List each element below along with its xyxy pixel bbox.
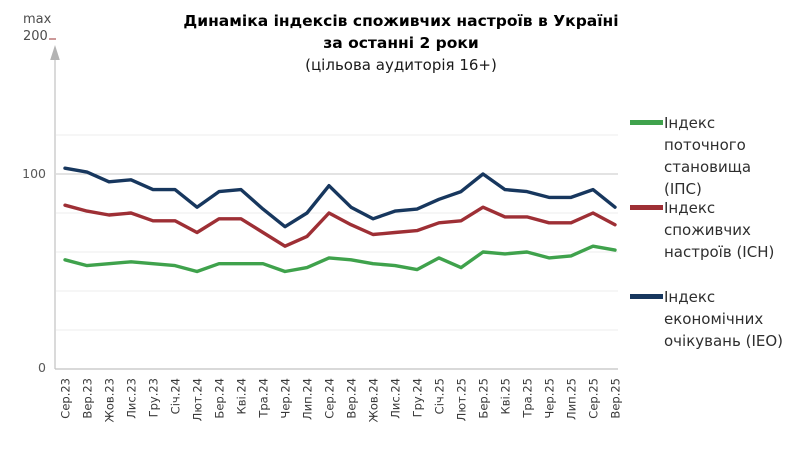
- chart-subtitle: (цільова аудиторія 16+): [305, 56, 497, 74]
- y-axis-max-tick: [48, 38, 56, 40]
- legend-swatch-ipc: [630, 120, 663, 125]
- legend-item-ieo: Індекс економічних очікувань (ІЕО): [630, 286, 800, 352]
- x-tick-label: Лис.24: [389, 378, 403, 419]
- y-axis-max-annotation: max 200: [23, 11, 56, 45]
- x-tick-label: Кві.25: [499, 378, 513, 414]
- legend-label-ieo: Індекс економічних очікувань (ІЕО): [664, 288, 784, 350]
- chart-title-block: Динаміка індексів споживчих настроїв в У…: [0, 10, 802, 76]
- series-line-0: [63, 244, 617, 274]
- y-tick-100: 100: [22, 166, 46, 181]
- x-tick-label: Січ.24: [169, 378, 183, 414]
- x-tick-label: Сер.25: [587, 378, 601, 419]
- x-tick-label: Лип.24: [301, 378, 315, 420]
- x-tick-label: Лис.23: [125, 378, 139, 419]
- gridlines: [56, 134, 618, 331]
- y-tick-0: 0: [38, 360, 46, 375]
- x-tick-label: Чер.24: [279, 378, 293, 419]
- x-tick-label: Бер.24: [213, 378, 227, 419]
- x-tick-label: Тра.25: [521, 378, 535, 419]
- x-tick-label: Гру.24: [411, 378, 425, 417]
- series-line-2: [63, 166, 617, 229]
- x-tick-label: Чер.25: [543, 378, 557, 419]
- y-axis-max-value: 200: [23, 29, 48, 44]
- x-tick-label: Гру.23: [147, 378, 161, 417]
- x-tick-label: Жов.24: [367, 378, 381, 423]
- x-tick-label: Лип.25: [565, 378, 579, 420]
- x-tick-label: Тра.24: [257, 378, 271, 419]
- y-axis-max-label: max: [23, 12, 52, 27]
- x-tick-label: Сер.23: [59, 378, 73, 419]
- x-tick-label: Бер.25: [477, 378, 491, 419]
- y-axis-arrow-icon: [50, 45, 60, 60]
- x-tick-label: Кві.24: [235, 378, 249, 414]
- x-tick-label: Сер.24: [323, 378, 337, 419]
- x-tick-label: Вер.25: [609, 378, 623, 419]
- x-tick-label: Жов.23: [103, 378, 117, 423]
- legend-item-ipc: Індекс поточного становища (ІПС): [630, 112, 800, 200]
- series-lines: [63, 166, 617, 274]
- series-line-1: [63, 203, 617, 248]
- x-tick-label: Вер.23: [81, 378, 95, 419]
- x-tick-label: Лют.24: [191, 378, 205, 421]
- legend-item-isn: Індекс споживчих настроїв (ІСН): [630, 197, 800, 263]
- legend-label-ipc: Індекс поточного становища (ІПС): [664, 114, 752, 198]
- chart-title-line2: за останні 2 роки: [323, 34, 479, 52]
- x-tick-label: Січ.25: [433, 378, 447, 414]
- x-tick-label: Лют.25: [455, 378, 469, 421]
- x-tick-label: Вер.24: [345, 378, 359, 419]
- chart-title-line1: Динаміка індексів споживчих настроїв в У…: [183, 12, 619, 30]
- legend-swatch-ieo: [630, 294, 663, 299]
- legend-label-isn: Індекс споживчих настроїв (ІСН): [664, 199, 775, 261]
- x-axis-labels: Сер.23 Вер.23 Жов.23 Лис.23 Гру.23 Січ.24 Лют.…: [59, 378, 623, 423]
- legend-swatch-isn: [630, 205, 663, 210]
